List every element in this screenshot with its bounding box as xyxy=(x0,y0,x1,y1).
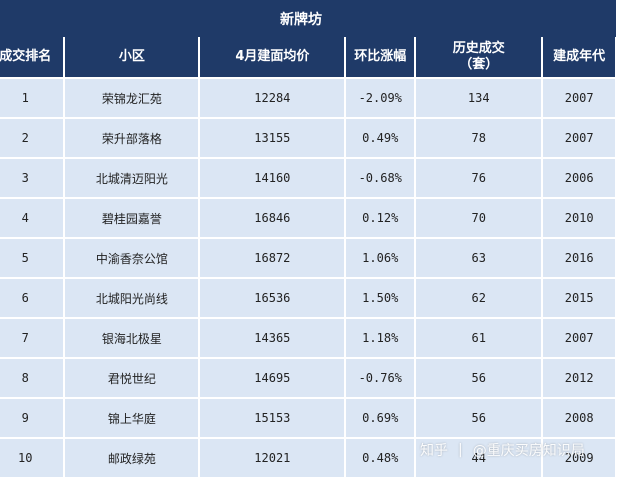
rank-cell: 9 xyxy=(0,397,66,439)
deals-cell: 78 xyxy=(414,117,544,159)
community-cell: 锦上华庭 xyxy=(63,397,201,439)
change-cell: 1.18% xyxy=(344,317,417,359)
header-build-year: 建成年代 xyxy=(541,37,617,78)
change-cell: 1.06% xyxy=(344,237,417,279)
change-cell: -0.68% xyxy=(344,157,417,199)
deals-cell: 63 xyxy=(414,237,544,279)
watermark-site: 知乎 xyxy=(420,443,448,459)
title-row: 新牌坊 xyxy=(0,0,616,37)
year-cell: 2010 xyxy=(541,197,617,239)
price-cell: 14365 xyxy=(198,317,347,359)
year-cell: 2007 xyxy=(541,317,617,359)
table-row: 2 荣升部落格 13155 0.49% 78 2007 xyxy=(0,117,617,159)
year-cell: 2015 xyxy=(541,277,617,319)
year-cell: 2008 xyxy=(541,397,617,439)
deals-cell: 134 xyxy=(414,77,544,119)
change-cell: 0.48% xyxy=(344,437,417,479)
table-title: 新牌坊 xyxy=(0,0,616,37)
table-row: 1 荣锦龙汇苑 12284 -2.09% 134 2007 xyxy=(0,77,617,119)
year-cell: 2016 xyxy=(541,237,617,279)
header-row: 成交排名 小区 4月建面均价 环比涨幅 历史成交 （套） 建成年代 xyxy=(0,37,617,78)
header-history-deals: 历史成交 （套） xyxy=(414,37,544,78)
price-cell: 15153 xyxy=(198,397,347,439)
change-cell: 1.50% xyxy=(344,277,417,319)
community-cell: 君悦世纪 xyxy=(63,357,201,399)
rank-cell: 5 xyxy=(0,237,66,279)
price-cell: 16846 xyxy=(198,197,347,239)
deals-cell: 56 xyxy=(414,397,544,439)
price-cell: 12284 xyxy=(198,77,347,119)
price-cell: 14160 xyxy=(198,157,347,199)
rank-cell: 7 xyxy=(0,317,66,359)
change-cell: 0.69% xyxy=(344,397,417,439)
deals-cell: 62 xyxy=(414,277,544,319)
deals-cell: 70 xyxy=(414,197,544,239)
price-cell: 14695 xyxy=(198,357,347,399)
deals-cell: 61 xyxy=(414,317,544,359)
rank-cell: 10 xyxy=(0,437,66,479)
rank-cell: 3 xyxy=(0,157,66,199)
table-row: 3 北城清迈阳光 14160 -0.68% 76 2006 xyxy=(0,157,617,199)
change-cell: 0.49% xyxy=(344,117,417,159)
change-cell: -2.09% xyxy=(344,77,417,119)
community-cell: 中渝香奈公馆 xyxy=(63,237,201,279)
change-cell: -0.76% xyxy=(344,357,417,399)
price-cell: 16536 xyxy=(198,277,347,319)
rank-cell: 2 xyxy=(0,117,66,159)
price-cell: 12021 xyxy=(198,437,347,479)
watermark: 知乎 | @重庆买房知识局 xyxy=(420,436,585,464)
header-avg-price: 4月建面均价 xyxy=(198,37,347,78)
deals-cell: 76 xyxy=(414,157,544,199)
rank-cell: 6 xyxy=(0,277,66,319)
rank-cell: 4 xyxy=(0,197,66,239)
watermark-author: @重庆买房知识局 xyxy=(472,443,585,459)
year-cell: 2012 xyxy=(541,357,617,399)
table-row: 5 中渝香奈公馆 16872 1.06% 63 2016 xyxy=(0,237,617,279)
table-row: 9 锦上华庭 15153 0.69% 56 2008 xyxy=(0,397,617,439)
community-cell: 荣升部落格 xyxy=(63,117,201,159)
community-cell: 荣锦龙汇苑 xyxy=(63,77,201,119)
header-rank: 成交排名 xyxy=(0,37,66,78)
watermark-divider: | xyxy=(458,442,463,458)
table-row: 7 银海北极星 14365 1.18% 61 2007 xyxy=(0,317,617,359)
header-mom-change: 环比涨幅 xyxy=(344,37,417,78)
deals-cell: 56 xyxy=(414,357,544,399)
year-cell: 2007 xyxy=(541,117,617,159)
community-cell: 北城阳光尚线 xyxy=(63,277,201,319)
year-cell: 2007 xyxy=(541,77,617,119)
change-cell: 0.12% xyxy=(344,197,417,239)
price-cell: 16872 xyxy=(198,237,347,279)
table-row: 4 碧桂园嘉誉 16846 0.12% 70 2010 xyxy=(0,197,617,239)
rank-cell: 8 xyxy=(0,357,66,399)
deals-cell: 44 xyxy=(414,437,544,479)
community-cell: 北城清迈阳光 xyxy=(63,157,201,199)
header-history-deals-line1: 历史成交 xyxy=(452,41,505,56)
rank-cell: 1 xyxy=(0,77,66,119)
header-community: 小区 xyxy=(63,37,201,78)
price-cell: 13155 xyxy=(198,117,347,159)
table-row: 6 北城阳光尚线 16536 1.50% 62 2015 xyxy=(0,277,617,319)
header-history-deals-line2: （套） xyxy=(459,57,499,72)
community-cell: 邮政绿苑 xyxy=(63,437,201,479)
community-cell: 银海北极星 xyxy=(63,317,201,359)
table-row: 8 君悦世纪 14695 -0.76% 56 2012 xyxy=(0,357,617,399)
year-cell: 2009 xyxy=(541,437,617,479)
year-cell: 2006 xyxy=(541,157,617,199)
community-cell: 碧桂园嘉誉 xyxy=(63,197,201,239)
